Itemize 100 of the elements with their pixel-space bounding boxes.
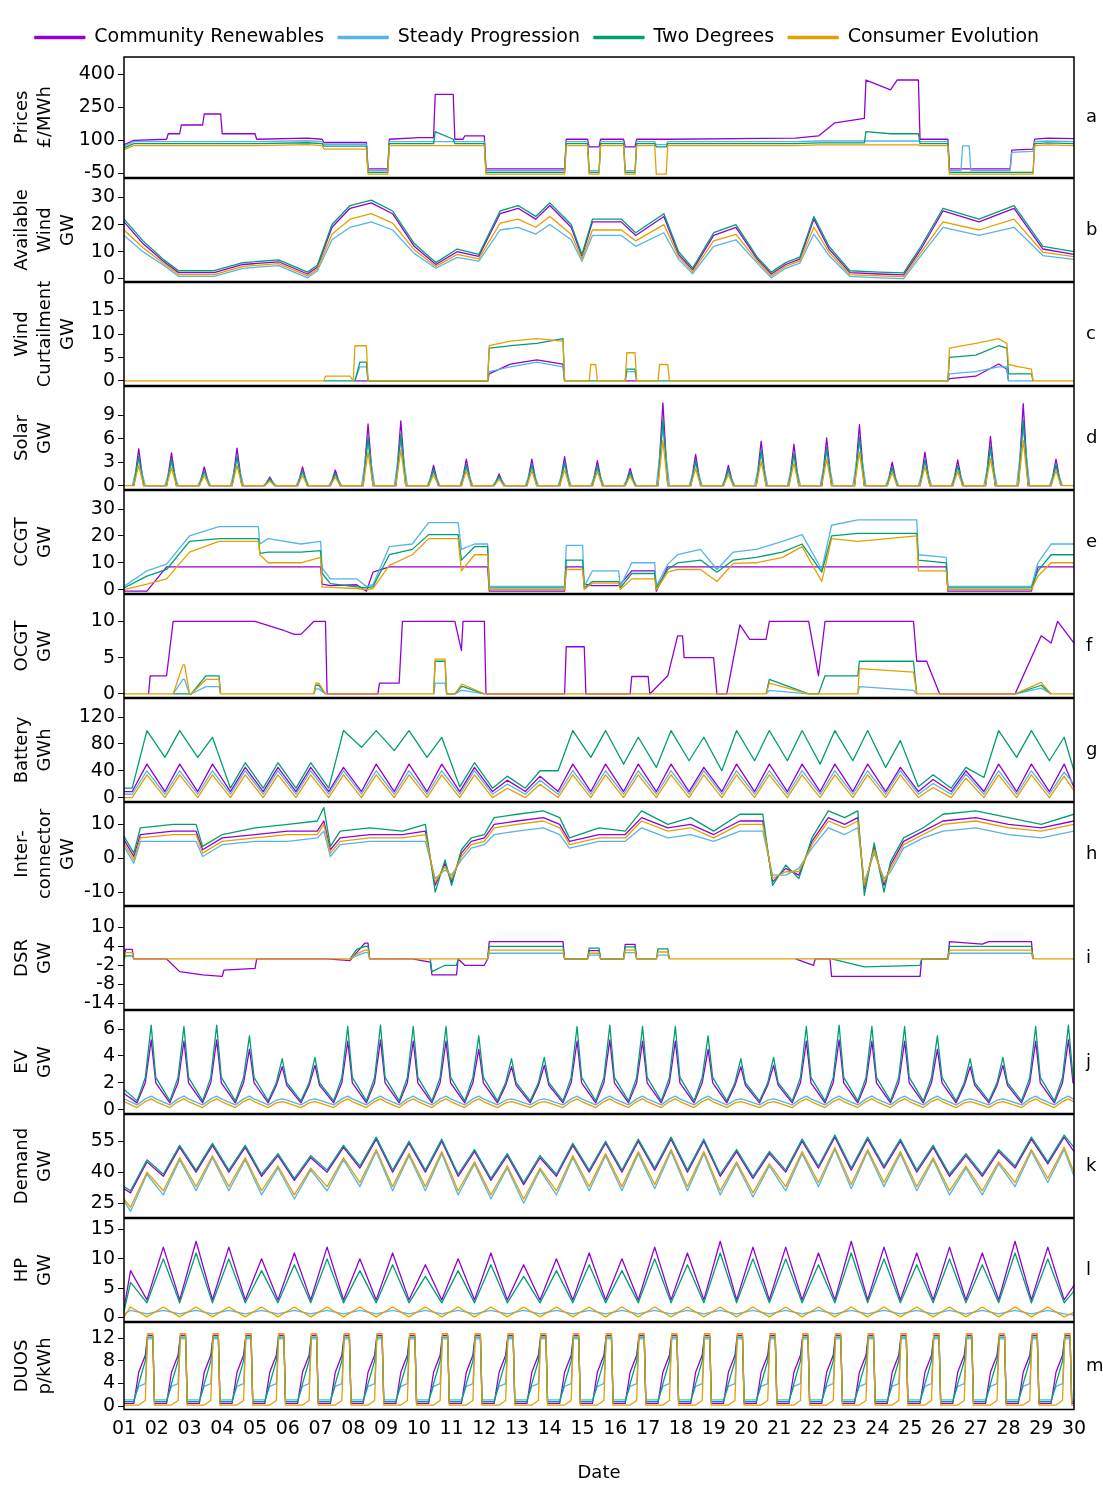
x-tick-label: 17 xyxy=(636,1415,661,1438)
y-axis-title: Battery GWh xyxy=(9,716,54,784)
y-axis-title: DSR GW xyxy=(9,939,54,977)
y-tick-label: 6 xyxy=(102,1016,115,1039)
y-tick-label: 10 xyxy=(90,1245,115,1268)
x-tick-label: 25 xyxy=(898,1415,923,1438)
y-tick-label: 15 xyxy=(90,1216,115,1239)
x-tick-label: 18 xyxy=(668,1415,693,1438)
text: i xyxy=(1086,945,1092,967)
y-tick-label: 0 xyxy=(102,1096,115,1119)
legend-label: Consumer Evolution xyxy=(847,24,1040,47)
y-tick-label: 10 xyxy=(90,811,115,834)
y-tick-label: 25 xyxy=(90,1190,115,1213)
y-tick-label: 0 xyxy=(102,472,115,495)
x-tick-label: 09 xyxy=(373,1415,399,1438)
x-tick-label: 13 xyxy=(505,1415,530,1438)
text: d xyxy=(1086,425,1098,447)
x-tick-label: 05 xyxy=(242,1415,268,1438)
y-tick-label: 2 xyxy=(102,1069,115,1092)
y-tick-label: 0 xyxy=(102,265,115,288)
y-tick-label: 250 xyxy=(78,94,115,117)
y-axis-title: Wind Curtailment GW xyxy=(9,280,77,388)
y-tick-label: 0 xyxy=(102,1304,115,1327)
y-tick-label: 400 xyxy=(78,61,115,84)
y-tick-label: 0 xyxy=(102,784,115,807)
x-axis-title: Date xyxy=(577,1460,621,1482)
text: b xyxy=(1086,217,1098,239)
text: c xyxy=(1086,321,1096,343)
y-tick-label: 120 xyxy=(78,704,115,727)
x-tick-label: 28 xyxy=(996,1415,1021,1438)
y-axis-title: Available Wind GW xyxy=(9,189,77,271)
x-tick-label: 12 xyxy=(472,1415,497,1438)
y-axis-title: DUOS p/kWh xyxy=(9,1337,54,1395)
y-tick-label: 0 xyxy=(102,367,115,390)
y-tick-label: 55 xyxy=(90,1128,115,1151)
y-tick-label: 5 xyxy=(102,1275,115,1298)
x-tick-label: 24 xyxy=(865,1415,890,1438)
y-tick-label: 0 xyxy=(102,1393,115,1416)
y-tick-label: 6 xyxy=(102,425,115,448)
x-tick-label: 01 xyxy=(111,1415,137,1438)
text: h xyxy=(1086,841,1098,863)
y-tick-label: 8 xyxy=(102,1347,115,1370)
legend-label: Steady Progression xyxy=(397,24,580,47)
y-tick-label: 10 xyxy=(90,549,115,572)
x-tick-label: 07 xyxy=(308,1415,333,1438)
y-tick-label: 20 xyxy=(90,522,115,545)
x-tick-label: 16 xyxy=(603,1415,628,1438)
x-tick-label: 08 xyxy=(341,1415,366,1438)
text: j xyxy=(1085,1049,1092,1071)
y-tick-label: 10 xyxy=(90,238,115,261)
text: a xyxy=(1086,104,1098,126)
legend-label: Community Renewables xyxy=(94,24,325,47)
text: e xyxy=(1086,529,1098,551)
y-tick-label: 0 xyxy=(102,845,115,868)
y-tick-label: 4 xyxy=(102,1370,115,1393)
x-tick-label: 22 xyxy=(799,1415,825,1438)
y-tick-label: 20 xyxy=(90,211,115,234)
text: k xyxy=(1086,1153,1097,1175)
y-tick-label: 30 xyxy=(90,184,115,207)
legend-label: Two Degrees xyxy=(652,24,775,47)
y-axis-title: EV GW xyxy=(9,1045,54,1078)
y-tick-label: -10 xyxy=(83,879,115,901)
y-axis-title: Solar GW xyxy=(9,414,54,461)
x-tick-label: 26 xyxy=(930,1415,956,1438)
y-tick-label: 9 xyxy=(102,402,115,425)
y-tick-label: 0 xyxy=(102,680,115,703)
x-tick-label: 02 xyxy=(144,1415,169,1438)
y-tick-label: 0 xyxy=(102,576,115,599)
x-tick-label: 06 xyxy=(275,1415,300,1438)
x-tick-label: 04 xyxy=(210,1415,235,1438)
y-tick-label: 5 xyxy=(102,344,115,367)
y-tick-label: 10 xyxy=(90,320,115,343)
text: g xyxy=(1086,737,1098,759)
x-tick-label: 21 xyxy=(767,1415,792,1438)
y-axis-title: Demand GW xyxy=(9,1127,54,1205)
x-tick-label: 19 xyxy=(701,1415,726,1438)
text: l xyxy=(1086,1257,1092,1279)
x-tick-label: 03 xyxy=(177,1415,202,1438)
y-tick-label: 15 xyxy=(90,297,115,320)
x-tick-label: 20 xyxy=(734,1415,759,1438)
y-tick-label: 4 xyxy=(102,1042,115,1065)
y-tick-label: 10 xyxy=(90,608,115,631)
y-tick-label: 12 xyxy=(90,1325,115,1348)
y-axis-title: CCGT GW xyxy=(9,516,54,567)
y-axis-title: Prices £/MWh xyxy=(9,86,54,149)
x-tick-label: 29 xyxy=(1029,1415,1054,1438)
x-tick-label: 11 xyxy=(439,1415,464,1438)
y-tick-label: -50 xyxy=(83,160,115,183)
x-tick-label: 30 xyxy=(1061,1415,1087,1438)
x-tick-label: 27 xyxy=(963,1415,988,1438)
y-axis-title: HP GW xyxy=(9,1253,54,1286)
y-tick-label: 40 xyxy=(90,1159,115,1182)
y-axis-title: Inter- connector GW xyxy=(9,808,77,900)
y-tick-label: 40 xyxy=(90,757,115,780)
x-tick-label: 15 xyxy=(570,1415,595,1438)
text: f xyxy=(1086,633,1093,655)
text: m xyxy=(1086,1353,1103,1375)
y-tick-label: 3 xyxy=(102,449,115,472)
x-tick-label: 10 xyxy=(406,1415,431,1438)
x-tick-label: 14 xyxy=(537,1415,562,1438)
